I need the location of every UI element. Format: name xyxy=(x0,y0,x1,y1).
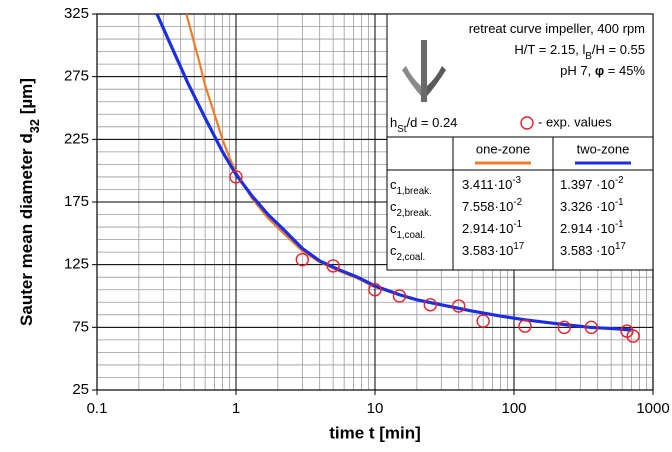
impeller-blade xyxy=(427,66,446,96)
data-point xyxy=(295,252,310,267)
table-cell-part: -1 xyxy=(513,219,522,230)
data-point xyxy=(626,329,640,343)
table-cell-part: -2 xyxy=(513,197,522,208)
annotation-part: /H = 0.55 xyxy=(592,42,645,57)
table-cell: 2.914·10-1 xyxy=(462,219,522,236)
y-axis-label-part: [µm] xyxy=(17,78,36,119)
table-cell-part: 2.914 ·10 xyxy=(560,221,615,236)
table-row-label: c1,coal. xyxy=(390,221,425,241)
data-point xyxy=(451,299,466,313)
table-cell: 3.326 ·10-1 xyxy=(560,197,624,214)
data-point xyxy=(476,314,490,328)
impeller-icon xyxy=(402,40,446,102)
legend-marker xyxy=(520,116,534,130)
table-row-label: c2,break. xyxy=(390,199,432,219)
table-row-label-part: c xyxy=(390,243,397,258)
annotation-part: φ xyxy=(595,63,604,78)
legend-label: two-zone xyxy=(577,141,630,156)
geometry-note: hSt/d = 0.24 xyxy=(390,115,457,135)
data-point xyxy=(229,170,243,184)
y-tick-label: 75 xyxy=(72,318,89,335)
table-row-label-part: 1,break. xyxy=(397,186,432,197)
table-row-label: c2,coal. xyxy=(390,243,425,263)
annotation-part: B xyxy=(585,51,592,62)
data-point xyxy=(326,259,340,273)
table-cell-part: 3.411·10 xyxy=(462,177,512,192)
table-row-label-part: c xyxy=(390,177,397,192)
legend: retreat curve impeller, 400 rpm H/T = 2.1… xyxy=(386,13,654,271)
annotation-part: retreat curve impeller, 400 rpm xyxy=(469,21,645,36)
y-axis-label-part: 32 xyxy=(27,119,42,133)
y-tick-label: 25 xyxy=(72,381,89,398)
table-cell-part: -2 xyxy=(615,175,624,186)
y-tick-label: 125 xyxy=(64,256,89,273)
annotation: H/T = 2.15, lB/H = 0.55 xyxy=(514,42,645,62)
table-row-label: c1,break. xyxy=(390,177,432,197)
x-tick-label: 10 xyxy=(367,400,384,417)
table-cell-part: 3.583 ·10 xyxy=(560,243,615,258)
table-cell-part: 7.558·10 xyxy=(462,199,513,214)
data-point xyxy=(518,319,532,333)
x-tick-label: 0.1 xyxy=(87,400,108,417)
y-axis-label: Sauter mean diameter d32 [µm] xyxy=(17,78,41,326)
y-tick-label: 175 xyxy=(64,193,89,210)
geometry-note-part: St xyxy=(397,124,407,135)
geometry-note-part: /d = 0.24 xyxy=(406,115,457,130)
x-axis-label: time t [min] xyxy=(329,423,421,442)
annotation-part: pH 7, xyxy=(560,63,595,78)
table-row-label-part: 1,coal. xyxy=(397,230,426,241)
table-cell-part: 1.397 ·10 xyxy=(560,177,615,192)
table-cell: 3.583·1017 xyxy=(462,241,524,258)
impeller-shaft xyxy=(421,40,427,102)
data-point xyxy=(368,283,382,297)
table-row-label-part: c xyxy=(390,221,397,236)
table-cell-part: -1 xyxy=(615,197,624,208)
table-row-label-part: 2,coal. xyxy=(397,252,426,263)
x-tick-label: 100 xyxy=(501,400,526,417)
table-cell: 2.914 ·10-1 xyxy=(560,219,624,236)
x-tick-label: 1000 xyxy=(636,400,669,417)
impeller-blade xyxy=(402,66,421,96)
plot-area xyxy=(155,14,640,343)
table-cell-part: -1 xyxy=(615,219,624,230)
annotation-part: = 45% xyxy=(604,63,645,78)
series-line xyxy=(155,14,632,332)
x-tick-label: 1 xyxy=(232,400,240,417)
annotation: pH 7, φ = 45% xyxy=(560,63,645,78)
data-point xyxy=(557,320,571,335)
table-cell: 3.411·10-3 xyxy=(462,175,521,192)
data-point xyxy=(423,298,438,312)
table-cell-part: 17 xyxy=(513,241,524,252)
table-cell: 3.583 ·1017 xyxy=(560,241,626,258)
table-cell: 1.397 ·10-2 xyxy=(560,175,624,192)
table-cell-part: 3.326 ·10 xyxy=(560,199,615,214)
table-cell-part: 17 xyxy=(615,241,626,252)
legend-box xyxy=(386,13,654,271)
geometry-note-part: h xyxy=(390,115,397,130)
table-cell-part: -3 xyxy=(512,175,521,186)
table-cell-part: 2.914·10 xyxy=(462,221,513,236)
table-cell: 7.558·10-2 xyxy=(462,197,522,214)
table-cell-part: 3.583·10 xyxy=(462,243,513,258)
data-point xyxy=(584,320,599,335)
y-axis-label-part: Sauter mean diameter d xyxy=(17,133,36,326)
y-tick-label: 275 xyxy=(64,68,89,85)
legend-label: one-zone xyxy=(476,141,530,156)
table-row-label-part: c xyxy=(390,199,397,214)
annotation: retreat curve impeller, 400 rpm xyxy=(469,21,645,36)
legend-label: - exp. values xyxy=(538,114,612,129)
annotation-part: H/T = 2.15, l xyxy=(514,42,585,57)
table-row-label-part: 2,break. xyxy=(397,208,432,219)
data-point xyxy=(392,289,407,303)
y-tick-label: 225 xyxy=(64,130,89,147)
y-tick-label: 325 xyxy=(64,5,89,22)
